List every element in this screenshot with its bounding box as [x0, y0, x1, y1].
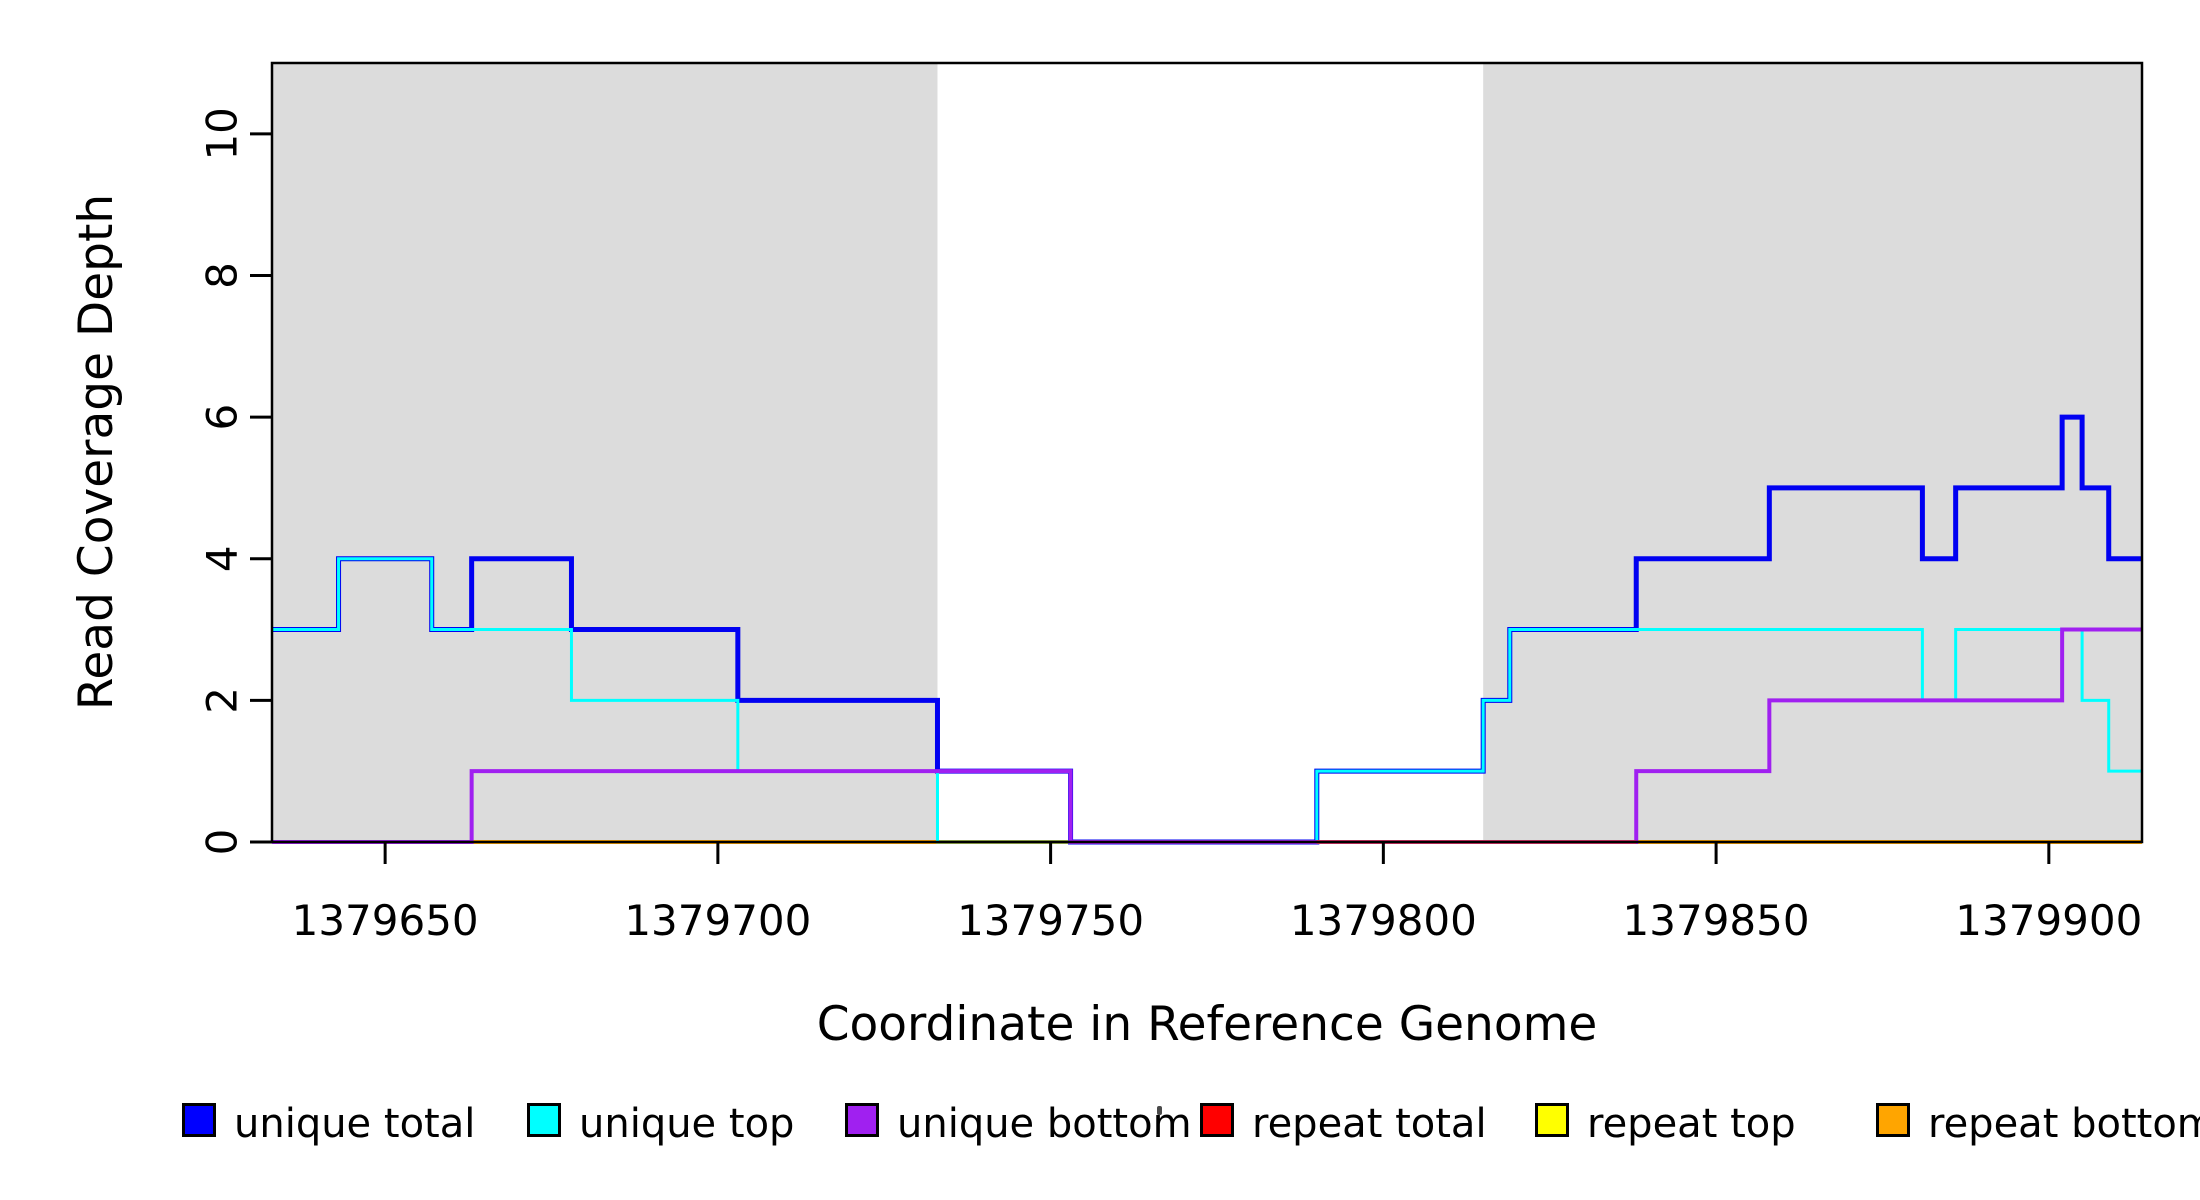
y-axis-title: Read Coverage Depth [69, 194, 124, 710]
x-tick-label: 1379700 [624, 896, 811, 945]
x-tick-label: 1379900 [1955, 896, 2142, 945]
x-tick-label: 1379850 [1623, 896, 1810, 945]
y-axis: 0 2 4 6 8 10 [198, 107, 272, 856]
y-tick-label: 6 [198, 404, 247, 431]
series-line-unique-bottom [272, 627, 2142, 844]
shaded-region [1483, 63, 2142, 842]
x-axis-title: Coordinate in Reference Genome [817, 997, 1598, 1052]
y-tick-label: 8 [198, 262, 247, 289]
y-tick-label: 4 [198, 545, 247, 572]
y-tick-label: 2 [198, 687, 247, 714]
x-tick-label: 1379800 [1290, 896, 1477, 945]
x-tick-label: 1379750 [957, 896, 1144, 945]
x-axis: 1379650 1379700 1379750 1379800 1379850 13799… [292, 842, 2142, 945]
x-tick-label: 1379650 [292, 896, 479, 945]
y-tick-label: 0 [198, 829, 247, 856]
shaded-region [272, 63, 938, 842]
plot-border-box [270, 61, 2144, 844]
y-tick-label: 10 [198, 107, 247, 160]
shaded-alignment-regions [272, 63, 2142, 842]
